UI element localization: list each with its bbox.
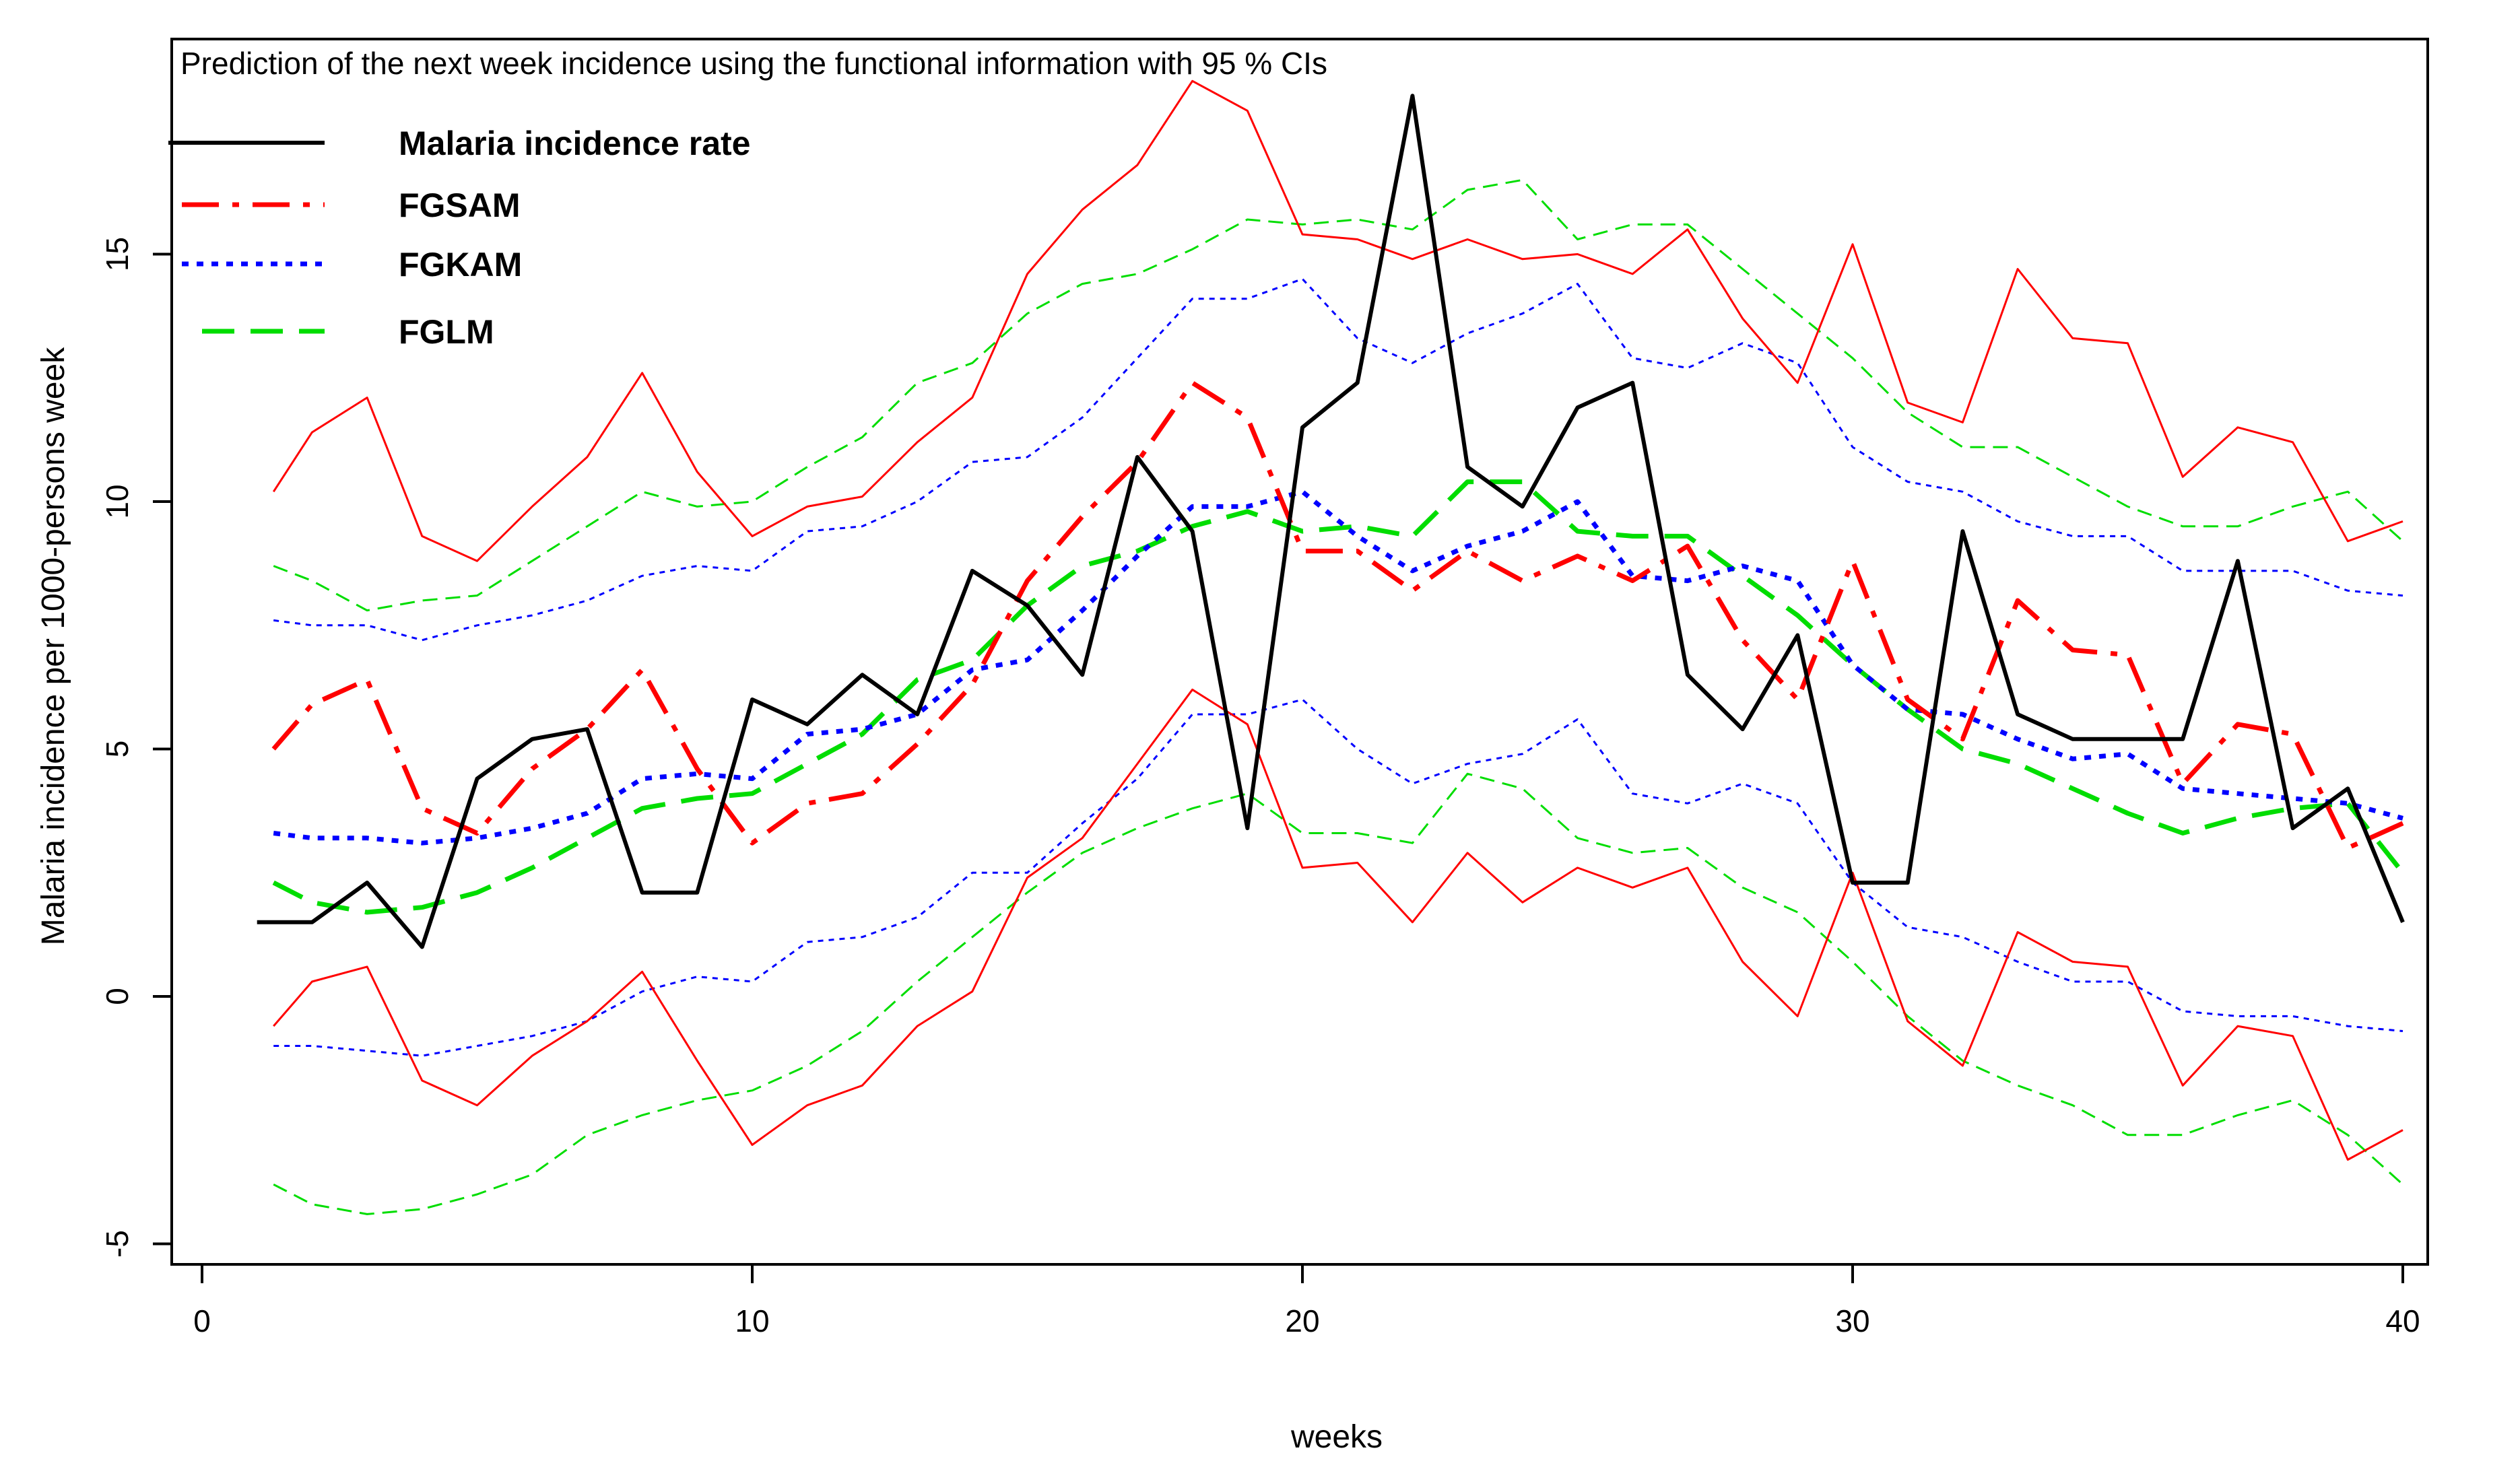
series-fgkam-main — [273, 489, 2403, 846]
series-fglm-main — [272, 479, 2405, 915]
legend-label-fgkam: FGKAM — [399, 246, 522, 283]
series-observed-main — [257, 94, 2405, 949]
series-fgsam-upper — [272, 79, 2403, 562]
chart-title: Prediction of the next week incidence us… — [180, 46, 1327, 81]
legend-label-fgsam: FGSAM — [399, 186, 521, 224]
y-tick-label-5: 5 — [100, 741, 135, 758]
y-tick-label--5: -5 — [100, 1230, 135, 1258]
x-tick-label-0: 0 — [193, 1303, 211, 1338]
x-axis-title: weeks — [1290, 1419, 1383, 1455]
series-fgkam-lower — [273, 698, 2403, 1057]
series-layer — [257, 79, 2405, 1215]
axes-layer: 0 10 20 30 40 -5 0 5 10 15 — [100, 237, 2420, 1338]
legend-layer: Malaria incidence rate FGSAM FGKAM FGLM — [168, 125, 750, 351]
legend-label-observed: Malaria incidence rate — [399, 125, 750, 162]
x-tick-label-20: 20 — [1285, 1303, 1319, 1338]
series-fglm-lower — [273, 772, 2404, 1215]
plot-frame — [170, 38, 2429, 1266]
y-tick-label-0: 0 — [100, 988, 135, 1005]
series-fgsam-lower — [273, 688, 2403, 1161]
y-tick-label-15: 15 — [100, 237, 135, 271]
series-fglm-upper — [273, 178, 2404, 612]
series-fgsam-main — [271, 380, 2404, 850]
y-tick-label-10: 10 — [100, 484, 135, 518]
x-tick-label-30: 30 — [1835, 1303, 1869, 1338]
legend-label-fglm: FGLM — [399, 313, 494, 351]
x-tick-label-40: 40 — [2385, 1303, 2420, 1338]
x-tick-label-10: 10 — [735, 1303, 769, 1338]
y-axis-title: Malaria incidence per 1000-persons week — [36, 347, 71, 945]
